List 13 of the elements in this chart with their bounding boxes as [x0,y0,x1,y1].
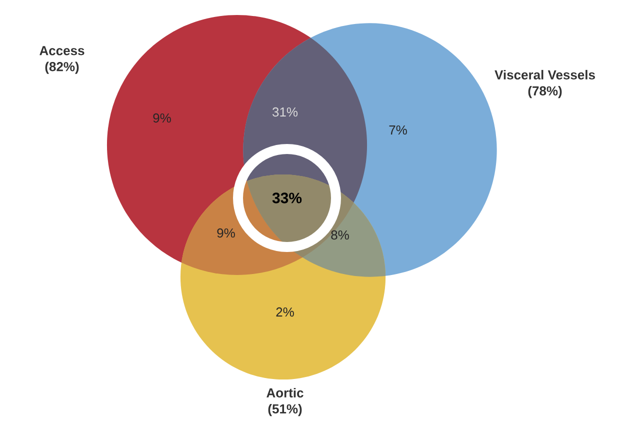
text: 2% [276,307,294,317]
data-label: (51%) [268,404,302,416]
text: 9% [217,228,235,238]
category-label: Aortic [266,388,304,398]
category-label: Access [40,46,84,56]
text: 9% [153,113,171,123]
data-label: (82%) [45,62,79,74]
text: 8% [331,230,349,240]
text: 31% [272,107,298,117]
text: 33% [272,192,302,204]
text: 7% [389,125,407,135]
category-label: Visceral Vessels [494,70,595,80]
data-label: (78%) [528,86,562,98]
